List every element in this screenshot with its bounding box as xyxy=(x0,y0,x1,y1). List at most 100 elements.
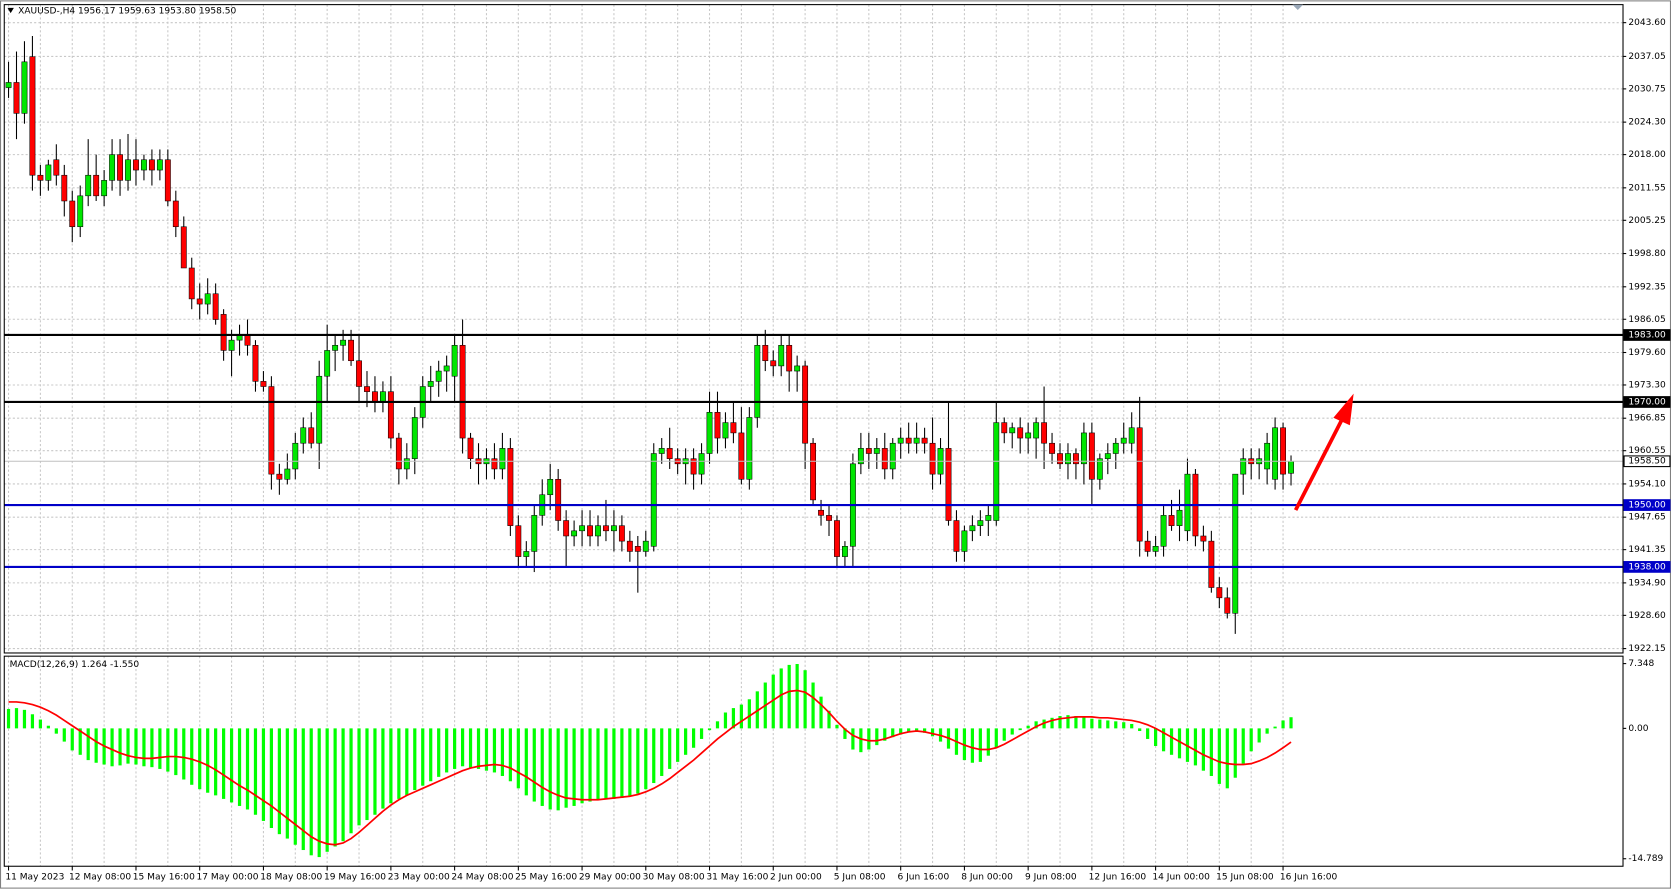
histogram-bar xyxy=(580,728,584,804)
candle-body xyxy=(435,370,442,382)
x-tick-label: 23 May 00:00 xyxy=(388,872,450,882)
histogram-bar xyxy=(691,728,696,748)
y-tick-label: 1947.65 xyxy=(1628,513,1665,523)
candle-body xyxy=(1025,432,1032,439)
candle-body xyxy=(459,345,466,439)
candle-body xyxy=(571,530,578,537)
candle-body xyxy=(212,293,219,320)
candle-body xyxy=(921,437,928,444)
candle-body xyxy=(427,381,434,387)
candle-body xyxy=(109,154,116,181)
histogram-bar xyxy=(827,710,831,729)
candle-body xyxy=(563,520,570,537)
y-tick-label: 1986.05 xyxy=(1628,315,1665,325)
histogram-bar xyxy=(357,728,361,826)
level-label: 1958.50 xyxy=(1628,457,1666,467)
histogram-bar xyxy=(206,728,210,793)
y-tick-label: 1934.90 xyxy=(1628,578,1666,588)
candle-body xyxy=(164,159,171,202)
histogram-bar xyxy=(413,728,417,791)
candle-body xyxy=(1017,427,1024,439)
candle-body xyxy=(45,164,52,181)
candle-body xyxy=(148,159,155,171)
x-tick-label: 5 Jun 08:00 xyxy=(834,872,886,882)
candle-body xyxy=(387,391,394,439)
candle-body xyxy=(1136,427,1143,542)
candle-body xyxy=(810,442,817,501)
histogram-bar xyxy=(301,728,305,851)
histogram-bar xyxy=(492,728,497,773)
candle-body xyxy=(587,525,593,537)
candle-body xyxy=(531,515,538,552)
histogram-bar xyxy=(524,728,528,796)
histogram-bar xyxy=(707,728,712,731)
histogram-bar xyxy=(532,728,536,802)
histogram-bar xyxy=(1010,728,1014,735)
histogram-bar xyxy=(915,728,919,732)
candle-body xyxy=(1057,453,1063,465)
y-tick-label: 1941.35 xyxy=(1628,545,1665,555)
histogram-bar xyxy=(317,728,321,858)
candle-body xyxy=(1144,540,1151,552)
histogram-bar xyxy=(253,728,258,815)
candle-body xyxy=(379,391,386,403)
histogram-bar xyxy=(500,728,505,776)
x-tick-label: 31 May 16:00 xyxy=(706,872,768,882)
candle-body xyxy=(579,525,585,532)
histogram-bar xyxy=(198,728,202,790)
candle-body xyxy=(1272,427,1279,480)
candle-body xyxy=(308,427,315,444)
y-tick-label: 1966.85 xyxy=(1628,414,1665,424)
histogram-bar xyxy=(245,728,250,810)
candle-body xyxy=(133,159,139,171)
candle-body xyxy=(491,458,498,470)
candle-body xyxy=(61,174,68,202)
candle-body xyxy=(85,174,92,197)
candle-body xyxy=(1080,432,1087,465)
candle-body xyxy=(37,174,44,181)
histogram-bar xyxy=(1066,715,1070,729)
candle-body xyxy=(141,159,147,171)
histogram-bar xyxy=(540,728,544,806)
histogram-bar xyxy=(922,728,927,733)
x-tick-label: 8 Jun 00:00 xyxy=(961,872,1013,882)
histogram-bar xyxy=(468,728,473,769)
histogram-bar xyxy=(676,728,680,762)
x-tick-label: 9 Jun 08:00 xyxy=(1025,872,1077,882)
histogram-bar xyxy=(142,728,146,767)
histogram-bar xyxy=(1281,720,1285,729)
candle-body xyxy=(1041,422,1048,444)
histogram-bar xyxy=(907,728,911,732)
candle-body xyxy=(1033,422,1040,439)
histogram-bar xyxy=(1289,717,1293,729)
histogram-bar xyxy=(795,664,799,729)
histogram-bar xyxy=(668,728,672,769)
candle-body xyxy=(969,525,976,532)
candle-body xyxy=(897,437,904,444)
x-tick-label: 18 May 08:00 xyxy=(260,872,322,882)
histogram-bar xyxy=(46,725,50,729)
candle-body xyxy=(658,448,665,454)
annotation-arrow xyxy=(1293,393,1354,511)
histogram-bar xyxy=(843,728,847,739)
candle-body xyxy=(603,525,609,532)
x-tick-label: 11 May 2023 xyxy=(5,872,64,882)
histogram-bar xyxy=(182,728,186,780)
histogram-bar xyxy=(158,728,162,769)
histogram-bar xyxy=(6,708,11,729)
candle-body xyxy=(730,422,737,434)
candle-body xyxy=(364,386,370,392)
candle-body xyxy=(324,350,331,377)
histogram-bar xyxy=(867,728,871,750)
candle-body xyxy=(738,432,745,480)
candle-body xyxy=(834,520,840,557)
histogram-bar xyxy=(484,728,489,771)
histogram-bar xyxy=(1082,716,1086,729)
candle-body xyxy=(515,525,522,557)
histogram-bar xyxy=(556,728,560,811)
histogram-bar xyxy=(174,728,178,776)
x-tick-label: 25 May 16:00 xyxy=(515,872,577,882)
candle-body xyxy=(1288,460,1294,474)
histogram-bar xyxy=(349,728,353,834)
